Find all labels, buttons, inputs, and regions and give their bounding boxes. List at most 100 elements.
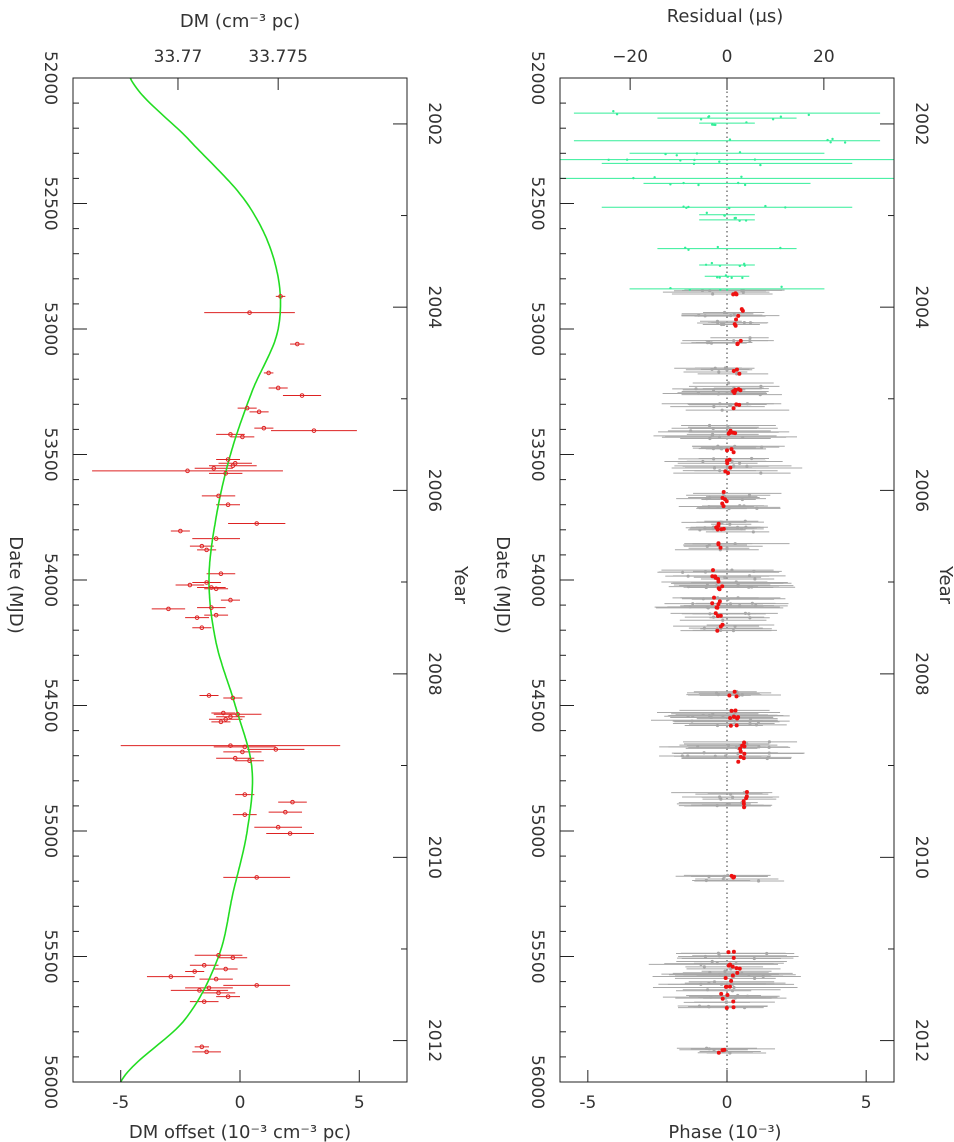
early-point [764,204,767,208]
grey-point [711,615,716,619]
grey-point [723,575,727,579]
grey-point [767,740,771,744]
red-point [723,976,728,981]
red-point [731,406,736,411]
grey-point [735,372,739,376]
dm-point [254,521,260,526]
grey-point [725,546,729,550]
grey-point [715,723,720,728]
early-point [826,138,829,142]
grey-point [701,459,705,464]
dm-point [275,385,281,391]
dm-point [230,955,236,961]
early-point [683,246,687,249]
grey-point [730,989,735,993]
red-point [734,367,739,372]
red-point [731,292,736,297]
early-point [688,288,692,291]
red-point [728,723,733,728]
dm-point [247,310,252,315]
early-point [675,154,678,157]
bottom-tick-label: 5 [354,1093,365,1113]
grey-point [717,954,721,958]
residual-panel: -5 0 5 −20 0 20 52000 52500 53000 53500 54000 54500… [492,6,954,1142]
early-point [710,123,714,126]
red-point [738,746,743,751]
grey-point [691,714,695,718]
red-point [734,723,739,728]
red-point [742,751,747,756]
right-tick-label: 2012 [911,1019,931,1062]
red-point [736,715,741,720]
red-point [720,622,725,627]
early-point [705,211,709,215]
right-tick-label: 2010 [911,836,931,879]
residual-right-axis-label: Year [935,565,954,605]
red-point [712,595,717,600]
dm-right-axis-label: Year [450,565,471,605]
red-point [715,527,720,532]
grey-point [719,982,724,986]
dm-point [242,812,248,817]
dm-point [209,605,214,610]
dm-point [254,875,260,880]
dm-point [187,582,193,588]
grey-point [759,384,763,388]
red-point [731,949,736,954]
grey-point [710,367,714,371]
early-point [693,158,696,162]
grey-point [717,370,721,374]
dm-point [261,425,267,431]
residual-early-epochs [560,109,894,291]
red-point [713,611,718,616]
grey-point [721,618,725,622]
early-point [718,160,721,163]
red-point [741,799,746,804]
grey-point [748,336,752,340]
residual-grey-epochs [648,288,805,1055]
early-point [682,181,685,185]
grey-point [705,544,709,548]
dm-point [204,547,209,553]
dm-point [166,606,171,612]
residual-bottom-axis-label: Phase (10⁻³) [668,1122,781,1142]
early-point [727,206,731,210]
early-point [784,206,787,209]
grey-point [712,980,717,984]
grey-point [732,339,736,343]
early-point [625,158,629,161]
red-point [738,388,743,393]
early-point [738,151,742,154]
dm-top-axis-label: DM (cm⁻³ pc) [180,11,300,32]
grey-point [711,712,715,716]
dm-point [225,502,231,508]
grey-point [725,466,729,470]
residual-top-axis-label: Residual (μs) [667,6,784,27]
grey-point [702,626,707,630]
early-point [807,113,811,117]
grey-point [748,616,752,620]
grey-point [704,585,708,590]
grey-point [724,1000,728,1004]
early-point [724,274,728,277]
red-point [741,756,746,761]
red-point [724,499,729,504]
grey-point [728,1051,732,1055]
grey-point [707,874,711,879]
left-tick-label: 54500 [40,678,60,732]
grey-point [735,525,740,529]
bottom-tick-label: 0 [722,1093,733,1113]
red-point [735,342,740,347]
early-point [779,115,783,118]
early-point [779,246,782,250]
grey-point [742,1006,747,1010]
grey-point [751,530,755,534]
red-point [731,875,736,880]
red-point [742,740,747,745]
early-point [743,262,746,266]
red-point [716,1050,721,1055]
grey-point [709,341,714,345]
dm-point [223,966,228,972]
dm-points [166,294,317,1055]
right-tick-label: 2008 [911,652,931,695]
